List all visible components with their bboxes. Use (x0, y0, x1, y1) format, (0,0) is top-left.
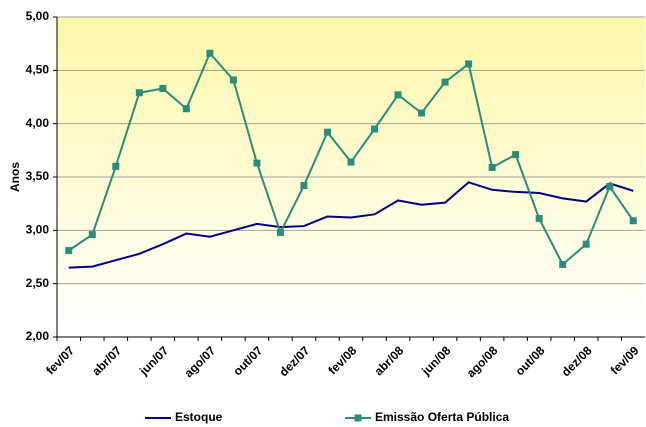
point-marker (418, 109, 426, 117)
point-marker (88, 231, 96, 239)
series-line (68, 181, 634, 269)
point-marker (441, 78, 449, 86)
legend-marker (354, 414, 362, 422)
x-tick-label: dez/08 (559, 343, 595, 379)
legend-label: Estoque (175, 410, 223, 424)
y-tick-label: 3,00 (26, 223, 50, 237)
point-marker (276, 228, 284, 236)
x-tick-label: dez/07 (276, 343, 312, 379)
x-tick-label: out/07 (230, 343, 265, 378)
point-marker (253, 159, 261, 167)
point-marker (394, 91, 402, 99)
x-tick-label: fev/08 (325, 343, 359, 377)
legend-label: Emissão Oferta Pública (375, 410, 509, 424)
point-marker (535, 215, 543, 223)
point-marker (606, 183, 614, 191)
x-tick-label: ago/07 (181, 343, 218, 380)
point-marker (347, 158, 355, 166)
y-axis-title: Anos (8, 162, 22, 192)
x-tick-label: jun/07 (136, 343, 171, 378)
point-marker (229, 76, 237, 84)
point-marker (65, 247, 73, 255)
x-tick-label: abr/07 (89, 343, 124, 378)
y-tick-label: 2,50 (26, 276, 50, 290)
x-tick-label: out/08 (513, 343, 548, 378)
y-tick-label: 4,00 (26, 116, 50, 130)
point-marker (135, 89, 143, 97)
point-marker (159, 84, 167, 92)
point-marker (182, 105, 190, 113)
x-tick-label: ago/08 (464, 343, 501, 380)
point-marker (206, 49, 214, 57)
point-marker (629, 217, 637, 225)
y-tick-label: 4,50 (26, 63, 50, 77)
x-tick-label: jun/08 (418, 343, 453, 378)
point-marker (300, 182, 308, 190)
x-tick-label: fev/09 (608, 343, 642, 377)
point-marker (371, 125, 379, 133)
point-marker (465, 60, 473, 68)
point-marker (112, 162, 120, 170)
y-tick-label: 5,00 (26, 9, 50, 23)
x-tick-label: abr/08 (372, 343, 407, 378)
y-tick-label: 2,00 (26, 329, 50, 343)
point-marker (559, 260, 567, 268)
point-marker (512, 151, 520, 159)
point-marker (323, 128, 331, 136)
point-marker (582, 240, 590, 248)
y-tick-label: 3,50 (26, 169, 50, 183)
point-marker (488, 163, 496, 171)
x-tick-label: fev/07 (43, 343, 77, 377)
